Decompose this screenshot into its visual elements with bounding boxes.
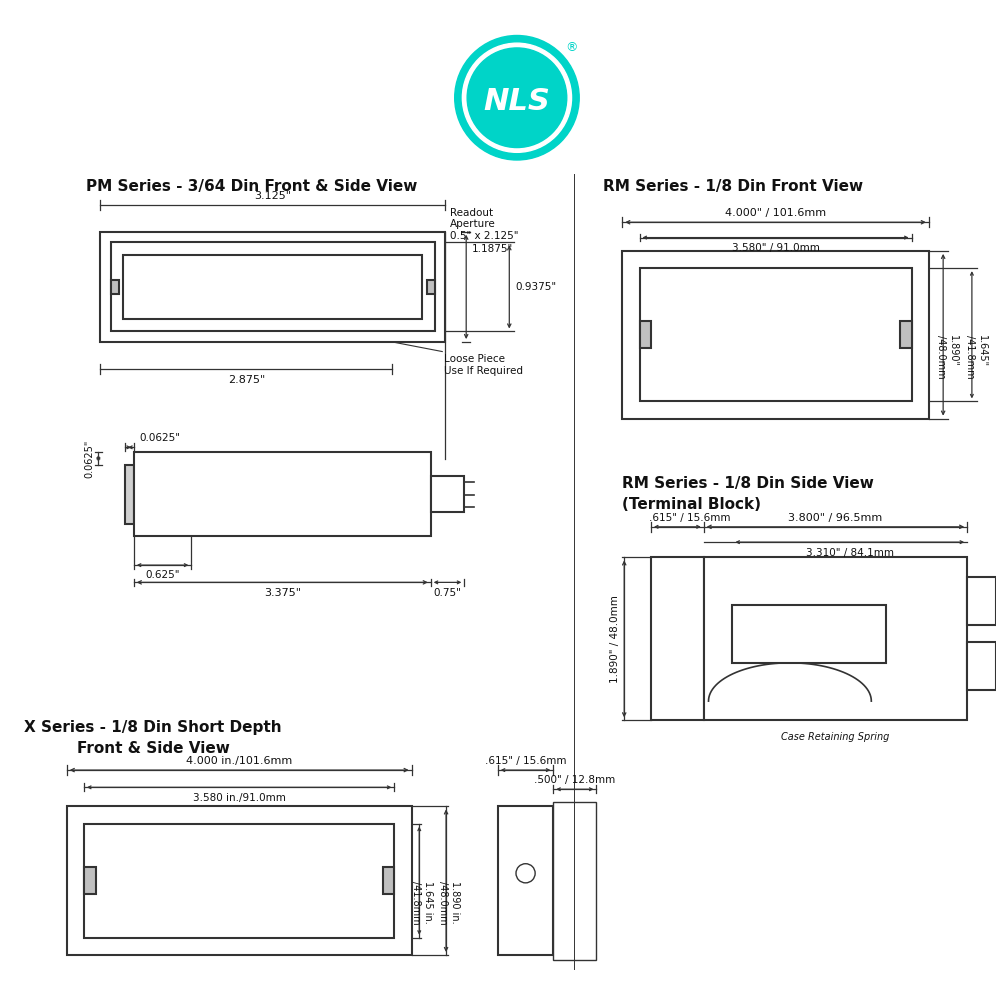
Bar (732, 605, 886, 663)
Text: 1.890" / 48.0mm: 1.890" / 48.0mm (610, 595, 620, 683)
Text: Readout
Aperture
0.5" x 2.125": Readout Aperture 0.5" x 2.125" (450, 208, 518, 241)
Text: Case Retaining Spring: Case Retaining Spring (781, 732, 890, 742)
Bar (111, 280, 119, 294)
Bar (111, 242, 435, 331)
Text: .500" / 12.8mm: .500" / 12.8mm (534, 775, 616, 785)
Bar (84, 824, 394, 938)
Text: 3.580 in./91.0mm: 3.580 in./91.0mm (193, 793, 286, 803)
Bar (125, 465, 134, 524)
Text: 1.645"
/41.8mm: 1.645" /41.8mm (965, 335, 987, 378)
Bar (640, 321, 651, 348)
Text: 0.75": 0.75" (434, 588, 461, 598)
Text: ®: ® (565, 41, 578, 54)
Text: RM Series - 1/8 Din Side View: RM Series - 1/8 Din Side View (622, 476, 874, 491)
Bar (704, 557, 967, 720)
Bar (967, 577, 996, 625)
Text: .615" / 15.6mm: .615" / 15.6mm (485, 756, 566, 766)
Text: Front & Side View: Front & Side View (77, 741, 229, 756)
Text: 1.890 in.
/48.0mm: 1.890 in. /48.0mm (438, 881, 460, 924)
Text: 2.875": 2.875" (228, 375, 265, 385)
Text: 0.9375": 0.9375" (515, 282, 556, 292)
Text: 3.310" / 84.1mm: 3.310" / 84.1mm (806, 548, 894, 558)
Bar (622, 251, 929, 419)
Text: 1.1875": 1.1875" (472, 244, 513, 254)
Text: PM Series - 3/64 Din Front & Side View: PM Series - 3/64 Din Front & Side View (86, 179, 417, 194)
Text: X Series - 1/8 Din Short Depth: X Series - 1/8 Din Short Depth (24, 720, 282, 735)
Circle shape (462, 43, 572, 152)
Bar (900, 321, 912, 348)
Bar (498, 806, 553, 955)
Text: Loose Piece
Use If Required: Loose Piece Use If Required (444, 354, 523, 376)
Text: 1.645 in.
/41.8mm: 1.645 in. /41.8mm (411, 881, 433, 924)
Bar (967, 642, 996, 690)
Text: 3.375": 3.375" (264, 588, 301, 598)
Text: (Terminal Block): (Terminal Block) (622, 497, 761, 512)
Bar (651, 557, 704, 720)
Bar (427, 280, 435, 294)
Text: 4.000" / 101.6mm: 4.000" / 101.6mm (725, 208, 826, 218)
Text: 1.890"
/48.0mm: 1.890" /48.0mm (936, 335, 958, 378)
Bar (383, 867, 394, 894)
Bar (100, 232, 445, 342)
Bar (123, 255, 422, 319)
Text: 3.580" / 91.0mm: 3.580" / 91.0mm (732, 243, 819, 253)
Bar (640, 268, 912, 401)
Circle shape (455, 35, 579, 160)
Text: RM Series - 1/8 Din Front View: RM Series - 1/8 Din Front View (603, 179, 863, 194)
Text: 0.0625": 0.0625" (140, 433, 181, 443)
Bar (553, 802, 596, 960)
Bar (431, 476, 464, 512)
Text: 0.0625": 0.0625" (85, 439, 95, 478)
Bar (67, 806, 412, 955)
Text: 4.000 in./101.6mm: 4.000 in./101.6mm (186, 756, 292, 766)
Text: .615" / 15.6mm: .615" / 15.6mm (649, 513, 731, 523)
Text: 0.625": 0.625" (145, 570, 180, 580)
Text: 3.125": 3.125" (254, 191, 291, 201)
Text: 3.800" / 96.5mm: 3.800" / 96.5mm (788, 513, 883, 523)
Circle shape (467, 48, 567, 148)
Text: NLS: NLS (484, 87, 550, 116)
Bar (134, 452, 431, 536)
Bar (84, 867, 96, 894)
